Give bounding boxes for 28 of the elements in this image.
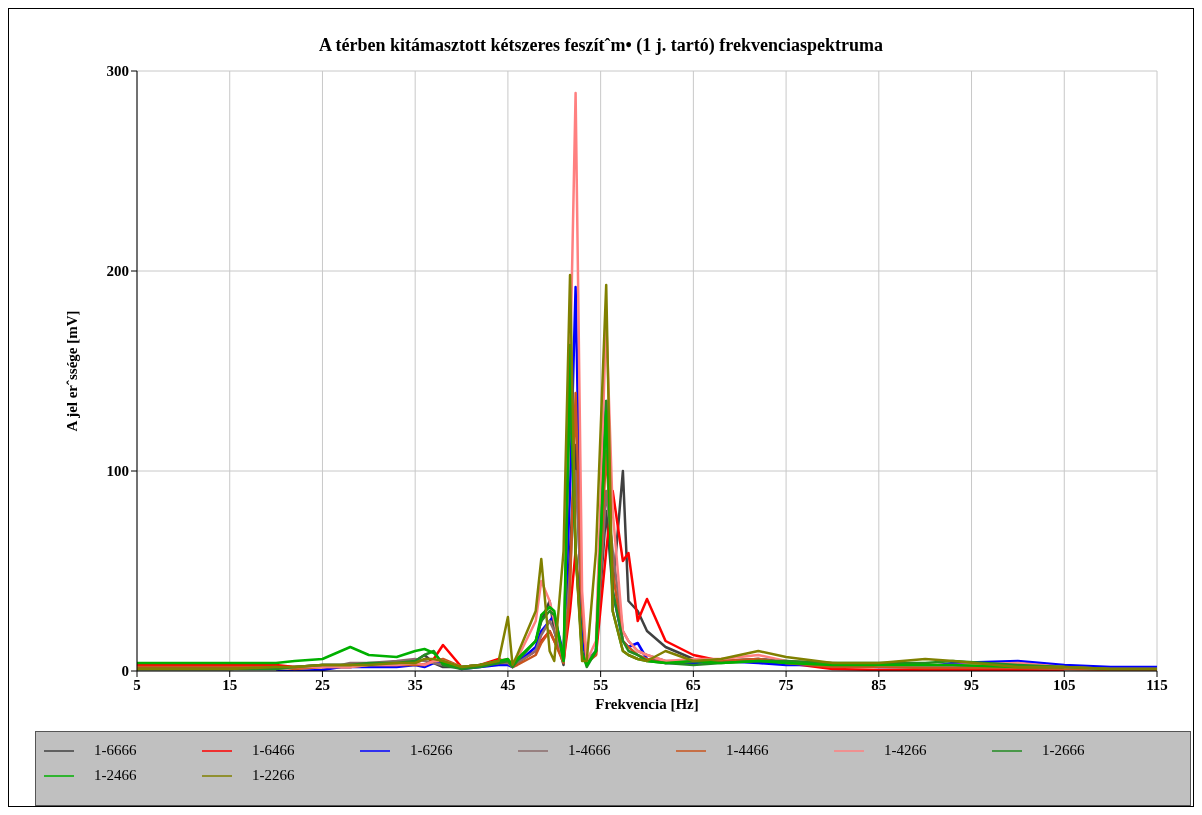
x-tick-label: 75 [778,676,794,693]
y-axis-title: A jel erˆssége [mV] [64,310,81,432]
y-tick-label: 200 [106,263,129,280]
legend-label: 1-6466 [252,742,295,759]
legend-label: 1-4666 [568,742,611,759]
x-tick-label: 45 [500,676,516,693]
legend-label: 1-2666 [1042,742,1085,759]
x-tick-label: 25 [314,676,330,693]
legend-label: 1-4466 [726,742,769,759]
chart-title: A térben kitámasztott kétszeres feszítˆm• (1 j. tartó) frekvenciaspektruma [318,35,884,56]
y-tick-label: 0 [121,663,129,680]
x-axis-title: Frekvencia [Hz] [595,696,699,712]
x-tick-label: 85 [871,676,887,693]
legend-label: 1-4266 [884,742,927,759]
x-tick-label: 15 [222,676,238,693]
y-tick-label: 300 [106,63,129,80]
x-tick-label: 95 [964,676,980,693]
legend-label: 1-6666 [94,742,137,759]
x-tick-label: 65 [685,676,701,693]
x-tick-label: 5 [133,676,141,693]
x-tick-label: 115 [1146,676,1168,693]
x-tick-label: 55 [593,676,609,693]
legend-label: 1-2466 [94,767,137,784]
x-tick-label: 105 [1053,676,1076,693]
x-tick-label: 35 [407,676,423,693]
legend-label: 1-6266 [410,742,453,759]
legend-label: 1-2266 [252,767,295,784]
y-tick-label: 100 [106,463,129,480]
